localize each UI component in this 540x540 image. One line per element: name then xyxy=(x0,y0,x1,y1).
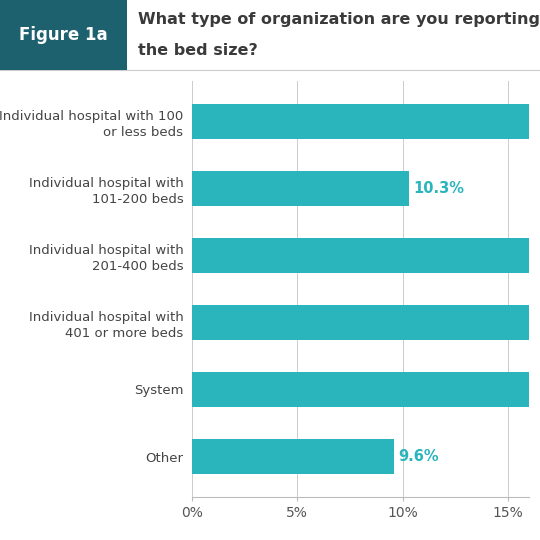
Text: What type of organization are you reporting d: What type of organization are you report… xyxy=(138,12,540,27)
Text: 9.6%: 9.6% xyxy=(399,449,439,464)
Bar xyxy=(192,439,394,474)
Bar xyxy=(192,305,540,340)
Bar xyxy=(192,372,540,407)
Bar xyxy=(192,171,409,206)
Text: the bed size?: the bed size? xyxy=(138,43,258,58)
Text: 10.3%: 10.3% xyxy=(413,181,464,196)
Bar xyxy=(192,104,540,139)
Text: Figure 1a: Figure 1a xyxy=(19,26,108,44)
Bar xyxy=(192,238,540,273)
